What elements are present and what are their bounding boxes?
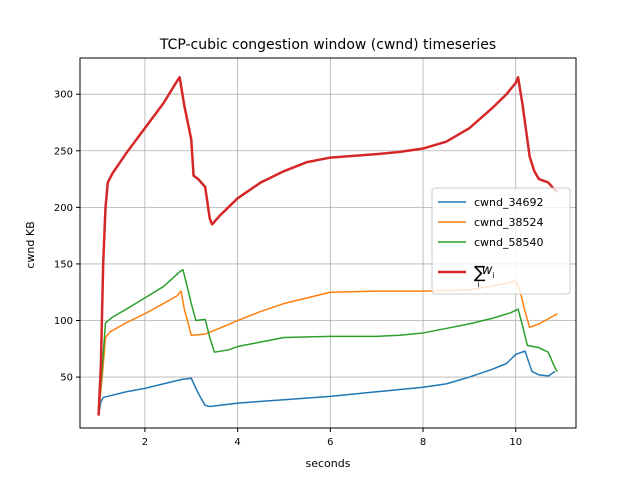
y-tick-label: 150: [54, 259, 73, 270]
series-line-3: [97, 75, 559, 416]
x-tick-label: 2: [142, 437, 148, 448]
legend-label-0: cwnd_34692: [474, 196, 544, 209]
y-tick-label: 300: [54, 90, 73, 101]
grid: [80, 58, 576, 428]
y-tick-label: 250: [54, 146, 73, 157]
y-tick-label: 100: [54, 316, 73, 327]
x-tick-label: 10: [509, 437, 522, 448]
axes-frame: [79, 57, 577, 429]
x-tick-label: 4: [234, 437, 240, 448]
legend-label-2: cwnd_58540: [474, 236, 544, 249]
x-tick-label: 6: [327, 437, 333, 448]
x-axis-label: seconds: [306, 457, 351, 470]
x-axis: 2 4 6 8 10: [142, 428, 522, 448]
series-line-0: [97, 350, 556, 416]
chart-title: TCP-cubic congestion window (cwnd) times…: [159, 37, 496, 53]
series-line-2: [97, 268, 559, 416]
x-tick-label: 8: [420, 437, 426, 448]
y-axis: 50 100 150 200 250 300: [54, 90, 80, 384]
y-tick-label: 50: [60, 373, 73, 384]
y-axis-label: cwnd KB: [24, 221, 37, 268]
legend: cwnd_34692 cwnd_38524 cwnd_58540 ∑ iwi: [431, 187, 571, 295]
legend-frame: [431, 187, 571, 295]
legend-label-1: cwnd_38524: [474, 216, 544, 229]
y-tick-label: 200: [54, 203, 73, 214]
legend-label-3: ∑ iwi: [474, 263, 495, 289]
